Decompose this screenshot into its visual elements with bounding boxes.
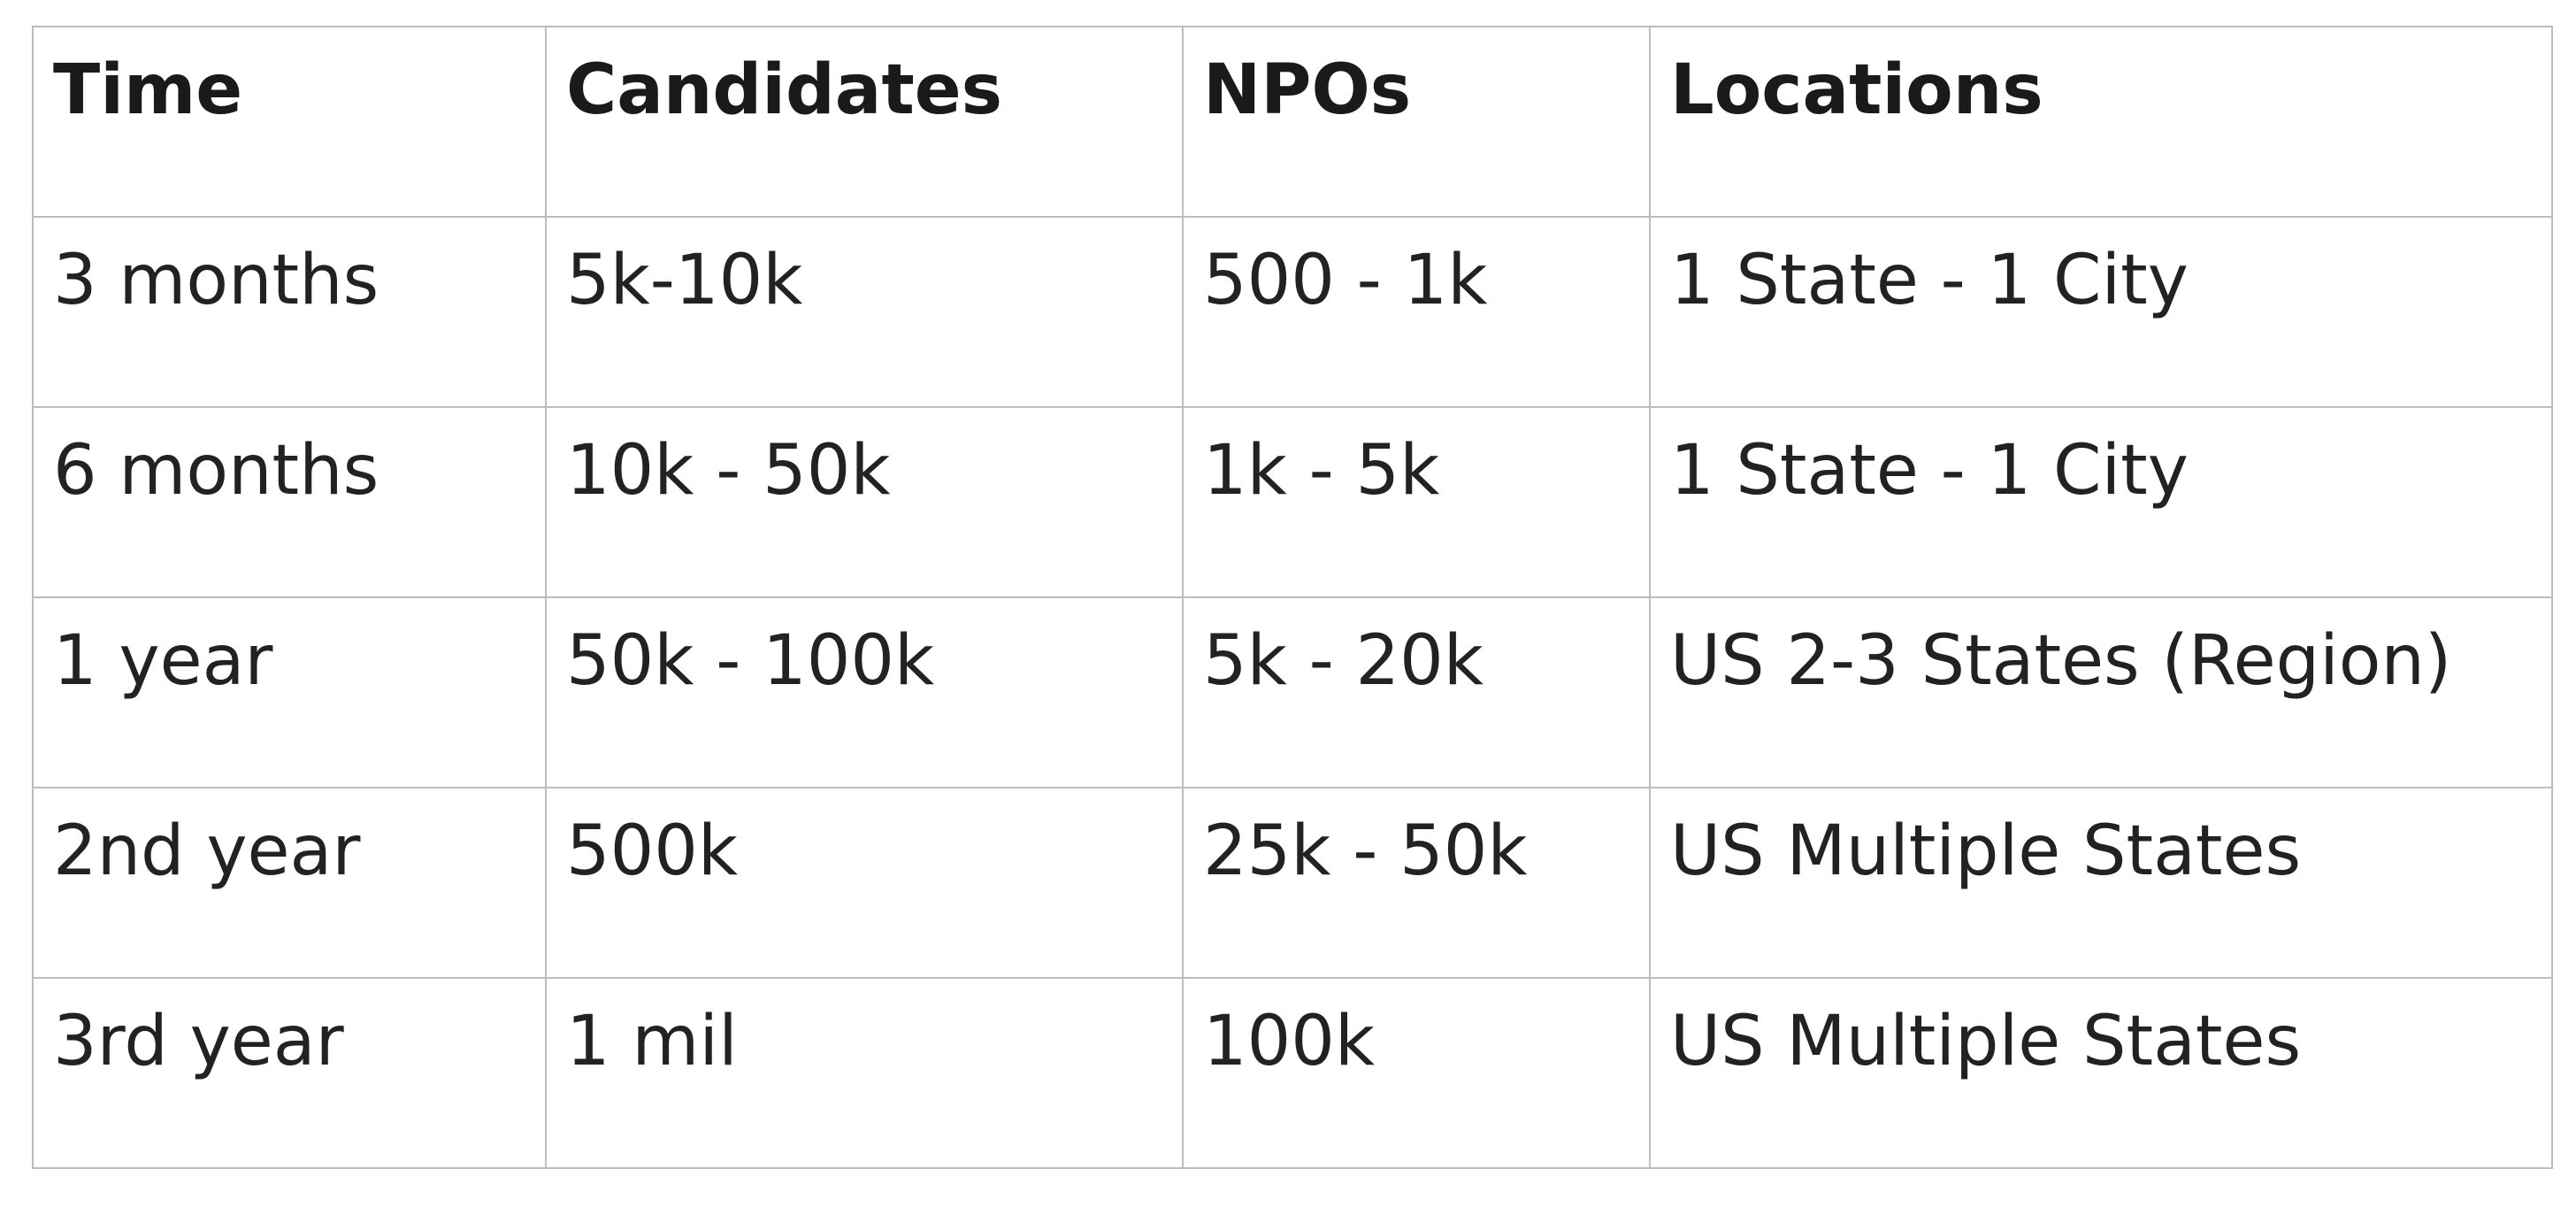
cell-candidates: 50k - 100k <box>545 596 1184 788</box>
cell-locations: US Multiple States <box>1649 787 2553 979</box>
growth-projection-table: Time Candidates NPOs Locations 3 months … <box>32 26 2553 1169</box>
cell-time: 1 year <box>32 596 547 788</box>
header-label: Locations <box>1670 50 2043 130</box>
header-time: Time <box>32 26 547 218</box>
header-locations: Locations <box>1649 26 2553 218</box>
table-header-row: Time Candidates NPOs Locations <box>32 26 2553 218</box>
cell-npos: 100k <box>1182 977 1651 1169</box>
cell-text: 500 - 1k <box>1203 241 1488 320</box>
cell-candidates: 500k <box>545 787 1184 979</box>
cell-candidates: 10k - 50k <box>545 406 1184 598</box>
cell-locations: 1 State - 1 City <box>1649 216 2553 408</box>
cell-text: 500k <box>566 811 739 891</box>
cell-text: US 2-3 States (Region) <box>1670 621 2452 701</box>
cell-text: 3 months <box>53 241 380 320</box>
cell-text: 1k - 5k <box>1203 431 1440 511</box>
cell-text: 5k-10k <box>566 241 803 320</box>
table-row: 3rd year 1 mil 100k US Multiple States <box>32 977 2553 1169</box>
cell-text: 1 year <box>53 621 273 701</box>
table-row: 2nd year 500k 25k - 50k US Multiple Stat… <box>32 787 2553 979</box>
table-row: 6 months 10k - 50k 1k - 5k 1 State - 1 C… <box>32 406 2553 598</box>
cell-npos: 25k - 50k <box>1182 787 1651 979</box>
cell-text: 5k - 20k <box>1203 621 1484 701</box>
cell-time: 3 months <box>32 216 547 408</box>
cell-time: 6 months <box>32 406 547 598</box>
cell-text: US Multiple States <box>1670 1002 2302 1081</box>
table-row: 1 year 50k - 100k 5k - 20k US 2-3 States… <box>32 596 2553 788</box>
cell-time: 3rd year <box>32 977 547 1169</box>
cell-text: 3rd year <box>53 1002 344 1081</box>
cell-npos: 5k - 20k <box>1182 596 1651 788</box>
cell-text: 25k - 50k <box>1203 811 1528 891</box>
header-candidates: Candidates <box>545 26 1184 218</box>
cell-npos: 1k - 5k <box>1182 406 1651 598</box>
cell-text: 50k - 100k <box>566 621 935 701</box>
cell-text: 10k - 50k <box>566 431 891 511</box>
header-npos: NPOs <box>1182 26 1651 218</box>
cell-text: US Multiple States <box>1670 811 2302 891</box>
growth-table-container: Time Candidates NPOs Locations 3 months … <box>32 26 2553 1169</box>
cell-text: 2nd year <box>53 811 361 891</box>
cell-time: 2nd year <box>32 787 547 979</box>
cell-text: 1 State - 1 City <box>1670 431 2189 511</box>
cell-candidates: 5k-10k <box>545 216 1184 408</box>
cell-text: 100k <box>1203 1002 1376 1081</box>
cell-locations: 1 State - 1 City <box>1649 406 2553 598</box>
cell-text: 6 months <box>53 431 380 511</box>
cell-text: 1 mil <box>566 1002 738 1081</box>
table-row: 3 months 5k-10k 500 - 1k 1 State - 1 Cit… <box>32 216 2553 408</box>
cell-candidates: 1 mil <box>545 977 1184 1169</box>
header-label: Candidates <box>566 50 1003 130</box>
header-label: NPOs <box>1203 50 1412 130</box>
cell-locations: US Multiple States <box>1649 977 2553 1169</box>
cell-npos: 500 - 1k <box>1182 216 1651 408</box>
cell-locations: US 2-3 States (Region) <box>1649 596 2553 788</box>
header-label: Time <box>53 50 243 130</box>
cell-text: 1 State - 1 City <box>1670 241 2189 320</box>
